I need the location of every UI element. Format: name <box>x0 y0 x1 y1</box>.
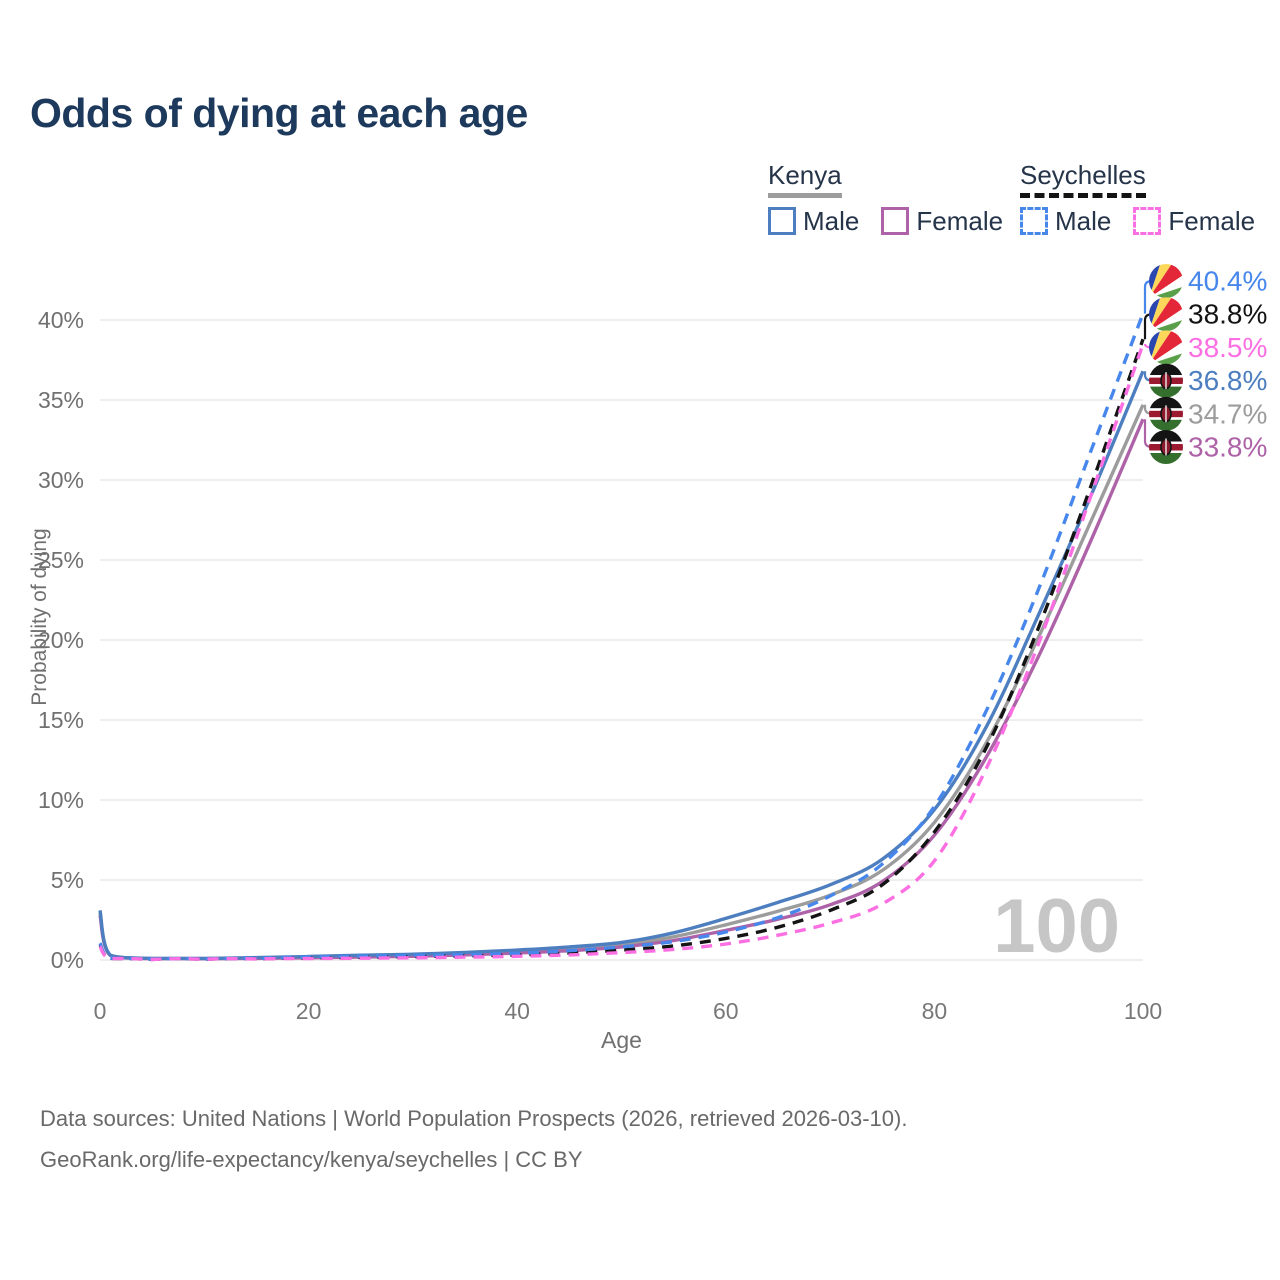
y-tick-label: 5% <box>51 867 84 893</box>
y-tick-label: 10% <box>38 787 84 813</box>
legend-swatch-seychelles-male <box>1020 206 1048 235</box>
legend-swatch-seychelles-female <box>1133 206 1162 235</box>
seychelles-flag-icon <box>1149 264 1183 298</box>
age-watermark: 100 <box>993 884 1120 969</box>
legend-header-kenya: Kenya <box>768 161 842 198</box>
end-label-seychelles-male: 40.4% <box>1188 266 1267 297</box>
page-title: Odds of dying at each age <box>30 90 528 136</box>
series-line-seychelles-all <box>98 338 1145 962</box>
y-tick-label: 0% <box>51 947 84 973</box>
kenya-flag-icon <box>1149 396 1183 431</box>
y-tick-label: 40% <box>38 307 84 333</box>
y-tick-label: 25% <box>38 547 84 573</box>
y-axis-title: Probability of dying <box>28 528 51 705</box>
x-tick-label: 40 <box>504 998 530 1024</box>
legend-label-seychelles-male: Male <box>1055 205 1112 236</box>
attribution-line: GeoRank.org/life-expectancy/kenya/seyche… <box>40 1147 583 1172</box>
data-source-line: Data sources: United Nations | World Pop… <box>40 1106 908 1131</box>
series-line-seychelles-male <box>98 312 1145 961</box>
series-line-seychelles-female <box>98 343 1145 962</box>
end-label-seychelles-female: 38.5% <box>1188 332 1267 363</box>
end-label-kenya-all: 34.7% <box>1188 398 1267 429</box>
legend-group-seychelles: Seychelles Male Female <box>1020 161 1277 235</box>
legend-group-kenya: Kenya Male Female <box>768 161 1025 235</box>
seychelles-flag-icon <box>1149 297 1183 332</box>
x-tick-label: 80 <box>922 998 948 1024</box>
legend-swatch-kenya-female <box>881 206 910 235</box>
legend-swatch-kenya-male <box>768 206 796 235</box>
y-tick-label: 35% <box>38 387 84 413</box>
footer: Data sources: United Nations | World Pop… <box>40 1098 907 1180</box>
y-tick-label: 30% <box>38 467 84 493</box>
legend-header-seychelles: Seychelles <box>1020 161 1146 198</box>
end-label-kenya-male: 36.8% <box>1188 365 1267 396</box>
legend-row-kenya: Male Female <box>768 205 1025 236</box>
x-axis-title: Age <box>601 1027 642 1053</box>
series-line-kenya-female <box>98 418 1145 961</box>
x-tick-label: 0 <box>94 998 107 1024</box>
legend-label-kenya-female: Female <box>916 205 1004 236</box>
legend-label-seychelles-female: Female <box>1168 205 1256 236</box>
end-label-seychelles-all: 38.8% <box>1188 299 1267 330</box>
x-tick-label: 60 <box>713 998 739 1024</box>
kenya-flag-icon <box>1149 430 1183 464</box>
series-line-kenya-male <box>98 370 1145 961</box>
legend-row-seychelles: Male Female <box>1020 205 1277 236</box>
x-tick-label: 20 <box>296 998 322 1024</box>
kenya-flag-icon <box>1149 363 1183 398</box>
seychelles-flag-icon <box>1149 330 1183 365</box>
end-label-kenya-female: 33.8% <box>1188 432 1267 463</box>
legend-label-kenya-male: Male <box>803 205 860 236</box>
series-line-kenya-all <box>98 404 1145 961</box>
x-tick-label: 100 <box>1124 998 1162 1024</box>
y-tick-label: 20% <box>38 627 84 653</box>
y-tick-label: 15% <box>38 707 84 733</box>
